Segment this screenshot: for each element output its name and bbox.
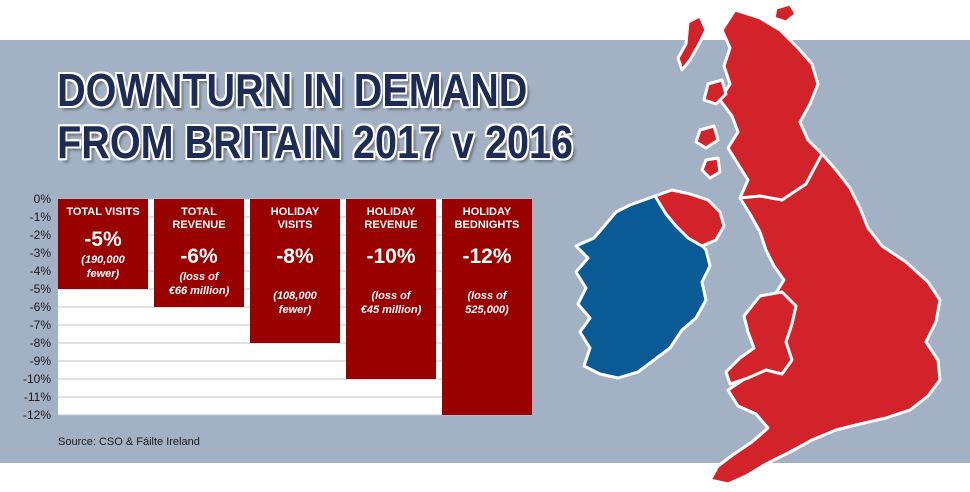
- bar-note: fewer): [87, 268, 120, 280]
- bar-value-label: -12%: [462, 245, 511, 268]
- y-tick-label: -5%: [30, 282, 52, 296]
- y-tick-label: -9%: [30, 354, 52, 368]
- scotland-border: [739, 153, 824, 202]
- y-tick-label: -2%: [30, 228, 52, 242]
- bar-note: (190,000: [81, 254, 125, 266]
- y-tick-label: -3%: [30, 246, 52, 260]
- bar-category-label: TOTAL VISITS: [66, 206, 139, 218]
- title-line-2: FROM BRITAIN 2017 v 2016: [57, 116, 574, 168]
- islay-map-icon: [700, 156, 722, 180]
- bar-value-label: -6%: [180, 245, 218, 268]
- title-line-1: DOWNTURN IN DEMAND: [57, 64, 528, 116]
- bar-note: (108,000: [273, 290, 317, 302]
- y-tick-label: -12%: [23, 408, 51, 422]
- bar: [154, 199, 244, 307]
- bar-category-label: HOLIDAY: [463, 206, 512, 218]
- y-tick-label: -1%: [30, 210, 52, 224]
- y-tick-label: 0%: [34, 192, 52, 206]
- bar-note: €66 million): [169, 285, 230, 297]
- bar-note: (loss of: [467, 290, 507, 302]
- bar-value-label: -10%: [366, 245, 415, 268]
- source-note: Source: CSO & Fáilte Ireland: [58, 436, 200, 448]
- hebrides-map-icon: [676, 14, 708, 72]
- bar-category-label: VISITS: [278, 219, 313, 231]
- bar-note: (loss of: [179, 271, 219, 283]
- bar-value-label: -5%: [84, 228, 122, 251]
- y-tick-label: -4%: [30, 264, 52, 278]
- bar: [58, 199, 148, 289]
- mull-map-icon: [694, 124, 720, 150]
- bar-category-label: TOTAL: [181, 206, 217, 218]
- y-tick-label: -10%: [23, 372, 51, 386]
- bar-note: 525,000): [465, 304, 509, 316]
- northern-ireland-map-icon: [653, 188, 726, 248]
- bar: [442, 199, 532, 415]
- bar-note: (loss of: [371, 290, 411, 302]
- bar-chart: 0% -1% -2% -3% -4% -5% -6% -7% -8% -9% -10% -11% -12…: [23, 192, 532, 422]
- skye-map-icon: [702, 78, 728, 106]
- bar-category-label: HOLIDAY: [367, 206, 416, 218]
- bar-value-label: -8%: [276, 245, 314, 268]
- great-britain-map-icon: [708, 8, 942, 486]
- bar-category-label: HOLIDAY: [271, 206, 320, 218]
- y-tick-label: -11%: [24, 390, 51, 404]
- wales-map-icon: [724, 290, 798, 386]
- bar-category-label: REVENUE: [172, 219, 225, 231]
- bar-note: €45 million): [361, 304, 422, 316]
- y-tick-label: -7%: [30, 318, 52, 332]
- chart-title: DOWNTURN IN DEMAND FROM BRITAIN 2017 v 2…: [57, 64, 574, 168]
- bar-note: fewer): [279, 304, 312, 316]
- orkney-map-icon: [772, 2, 798, 24]
- y-tick-label: -8%: [30, 336, 52, 350]
- britain-and-ireland-map-icon: [574, 2, 942, 486]
- bar: [346, 199, 436, 379]
- bar-category-label: REVENUE: [364, 219, 417, 231]
- bar: [250, 199, 340, 343]
- y-tick-label: -6%: [30, 300, 52, 314]
- bar-category-label: BEDNIGHTS: [455, 219, 520, 231]
